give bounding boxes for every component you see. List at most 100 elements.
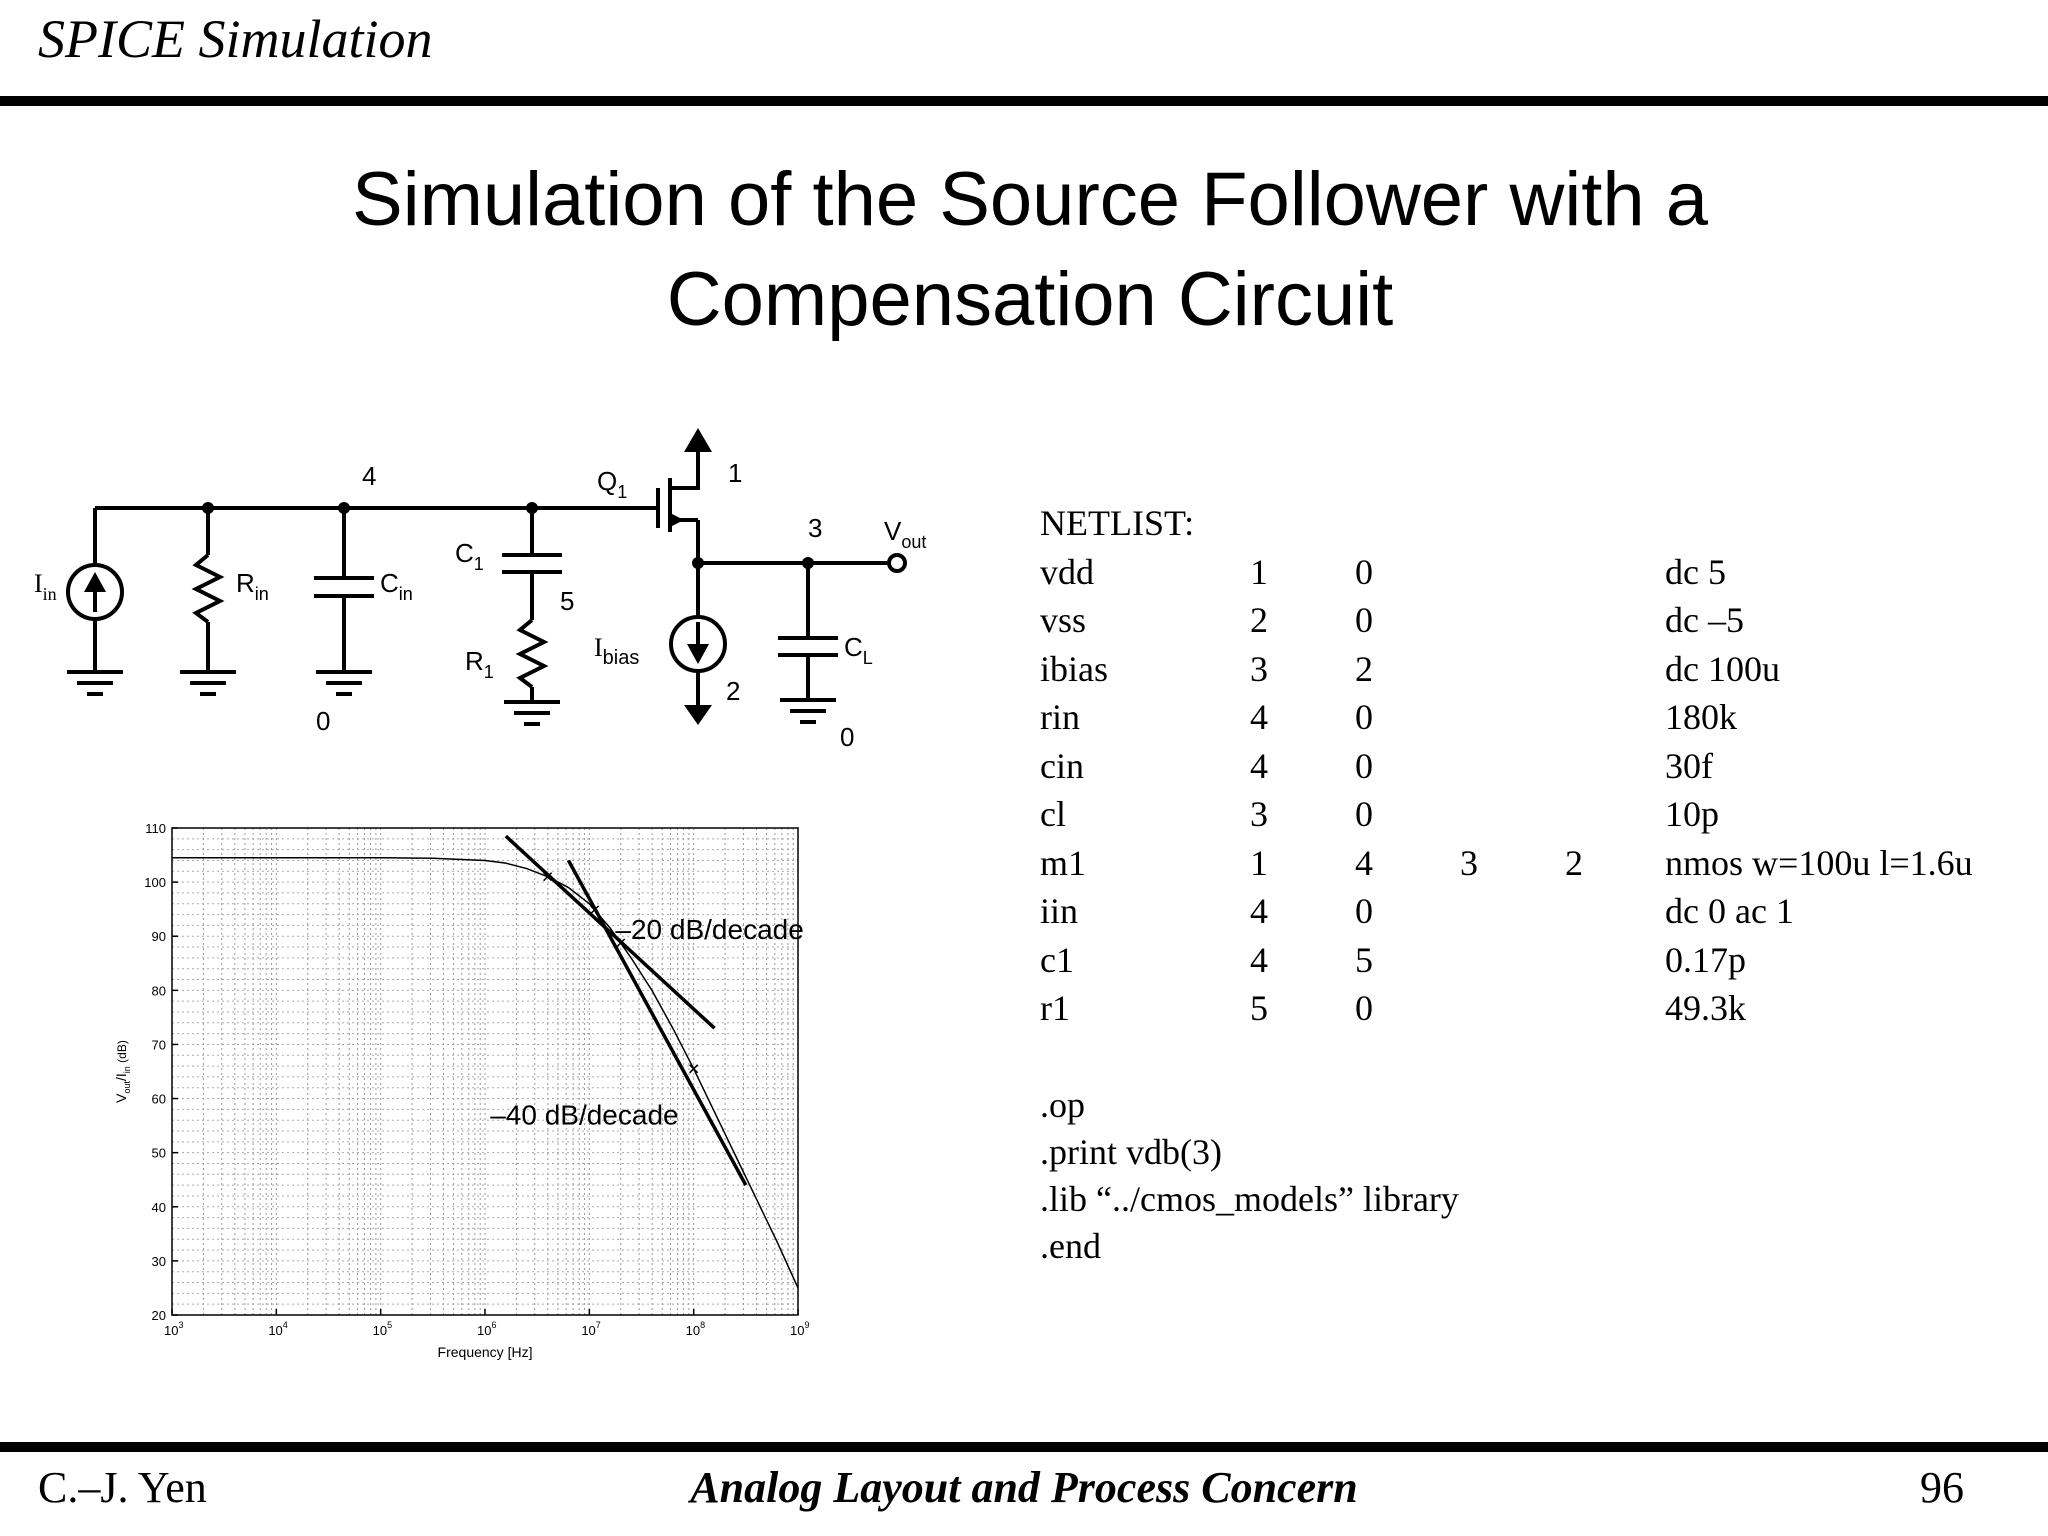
iin-label: Iin [34,569,57,604]
node-1-label: 1 [728,458,742,488]
netlist-cell: c1 [1040,939,1074,980]
y-tick-label: 110 [145,821,166,836]
netlist-row: rin 4 0 180k [1040,696,1737,745]
netlist-cell: rin [1040,697,1080,737]
x-tick-label: 104 [268,1320,287,1338]
circuit-schematic: 4 1 3 5 2 0 0 Q1 Vout Iin Rin Cin C1 R1 … [34,428,926,752]
netlist-cell: r1 [1040,988,1070,1028]
data-marker [689,1064,699,1074]
y-tick-label: 100 [144,875,166,890]
netlist-cell: cin [1040,745,1084,786]
slide-title-line1: Simulation of the Source Follower with a [352,157,1708,242]
vout-label: Vout [884,516,926,552]
netlist-command: .op [1040,1085,1085,1125]
footer-page-number: 96 [1920,1463,1964,1512]
netlist-cell: 0.17p [1665,939,1746,980]
netlist-row: ibias 3 2 dc 100u [1040,648,1780,697]
netlist-cell: 1 [1250,842,1268,883]
netlist-cell: 3 [1250,648,1268,689]
netlist-heading: NETLIST: [1040,503,1195,543]
cin-label: Cin [380,568,413,604]
netlist-commands: .op .print vdb(3) .lib “../cmos_models” li… [1040,1082,1459,1270]
netlist-cell: 0 [1355,745,1373,786]
netlist-command: .end [1040,1226,1101,1266]
netlist-command: .print vdb(3) [1040,1132,1222,1172]
node-0-left-label: 0 [316,706,330,736]
y-tick-label: 80 [152,983,166,998]
netlist-cell: 0 [1355,891,1373,931]
netlist-rows: vdd 1 0 dc 5 vss 2 0 dc –5 ibias 3 2 dc 100u rin 4 0 18… [1040,551,1973,1036]
asymptote-label-40db: –40 dB/decade [490,1100,678,1131]
netlist-cell: dc 0 ac 1 [1665,891,1794,931]
c1-label: C1 [455,538,484,574]
netlist-cell: 5 [1250,988,1268,1028]
header-rule [0,96,2048,106]
netlist-row: vss 2 0 dc –5 [1040,599,1744,648]
y-tick-label: 20 [152,1308,166,1323]
netlist-row: r1 5 0 49.3k [1040,987,1746,1036]
cl-label: CL [844,632,873,668]
node-5-label: 5 [560,586,574,616]
netlist-cell: nmos w=100u l=1.6u [1665,842,1973,883]
netlist-cell: 0 [1355,551,1373,592]
netlist-row: cin 4 0 30f [1040,745,1713,794]
netlist-row: m1 1 4 3 2 nmos w=100u l=1.6u [1040,842,1973,891]
netlist-cell: 0 [1355,794,1373,834]
asymptote-label-20db: –20 dB/decade [615,914,803,945]
x-tick-label: 106 [477,1320,496,1338]
slide-title: Simulation of the Source Follower with a… [180,150,1880,350]
footer-rule [0,1442,2048,1452]
footer-author: C.–J. Yen [38,1463,207,1512]
netlist-cell: 3 [1460,842,1478,883]
netlist-row: c1 4 5 0.17p [1040,939,1746,988]
x-tick-label: 103 [164,1320,183,1338]
netlist-cell: 4 [1250,745,1268,786]
netlist-cell: dc 100u [1665,648,1780,689]
node-4-label: 4 [362,461,376,491]
netlist-cell: 0 [1355,600,1373,640]
netlist-cell: 4 [1250,939,1268,980]
netlist-cell: 1 [1250,551,1268,592]
netlist-cell: 3 [1250,794,1268,834]
netlist-cell: m1 [1040,842,1087,883]
netlist-row: vdd 1 0 dc 5 [1040,551,1726,600]
netlist-cell: 5 [1355,939,1373,980]
node-2-label: 2 [726,676,740,706]
node-3-label: 3 [808,513,822,543]
data-marker [590,905,600,915]
asymptote-line [504,834,716,1030]
netlist-cell: vss [1040,600,1087,640]
x-axis-label: Frequency [Hz] [438,1344,533,1360]
x-tick-label: 105 [373,1320,392,1338]
q1-label: Q1 [597,466,627,502]
y-tick-label: 30 [152,1254,166,1269]
netlist-cell: 49.3k [1665,988,1746,1028]
rin-label: Rin [236,568,269,604]
x-tick-label: 108 [686,1320,705,1338]
y-tick-label: 40 [152,1200,166,1215]
netlist-cell: dc –5 [1665,600,1744,640]
netlist-command: .lib “../cmos_models” library [1040,1179,1459,1219]
frequency-response-chart: 20 30 40 50 60 70 80 90 100 110 103 104 105 106 107 108… [110,810,860,1375]
x-tick-label: 109 [790,1320,809,1338]
netlist-cell: 30f [1665,745,1713,786]
y-tick-label: 90 [152,929,166,944]
netlist-cell: iin [1040,891,1079,931]
netlist-cell: dc 5 [1665,551,1726,592]
x-tick-label: 107 [581,1320,600,1338]
netlist: NETLIST: vdd 1 0 dc 5 vss 2 0 dc –5 ibias 3 2 dc 10… [1040,502,1973,1036]
header-title: SPICE Simulation [38,9,433,69]
netlist-cell: 2 [1355,648,1373,689]
footer-course: Analog Layout and Process Concern [690,1463,1358,1512]
asymptote-line [566,859,748,1186]
netlist-cell: 0 [1355,988,1373,1028]
y-tick-label: 50 [152,1146,166,1161]
netlist-row: iin 4 0 dc 0 ac 1 [1040,890,1794,939]
netlist-cell: 180k [1665,697,1737,737]
data-marker [543,872,553,882]
y-tick-label: 60 [152,1092,166,1107]
y-axis-label: Vout/Iin (dB) [113,1040,132,1103]
ibias-label: Ibias [594,633,639,669]
netlist-cell: 4 [1250,697,1268,737]
netlist-cell: 10p [1665,794,1719,834]
